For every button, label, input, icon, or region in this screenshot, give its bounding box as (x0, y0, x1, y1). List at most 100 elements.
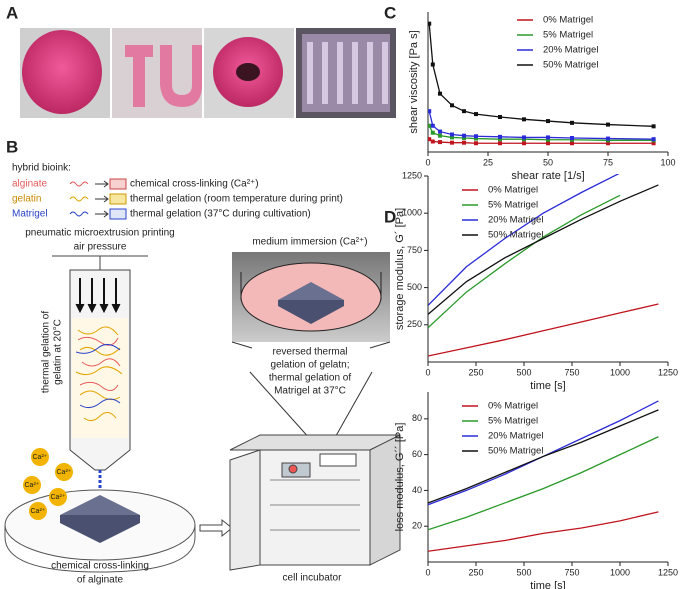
x-axis-title: shear rate [1/s] (511, 170, 584, 182)
ion: Ca²⁺ (57, 469, 72, 476)
marker (438, 140, 442, 145)
panel-label: D (384, 207, 396, 226)
marker (438, 129, 442, 134)
legend-label: 5% Matrigel (488, 416, 538, 427)
x-tick-label: 750 (564, 367, 579, 377)
marker (428, 21, 432, 26)
marker (546, 135, 550, 140)
petri-dish (4, 489, 196, 573)
marker (438, 133, 442, 138)
series-line (428, 23, 654, 127)
x-axis-title: time [s] (530, 380, 565, 392)
marker (430, 130, 435, 135)
marker (474, 134, 478, 139)
marker (498, 134, 502, 139)
panel-label: C (384, 3, 396, 22)
y-axis-title: shear viscosity [Pa s] (408, 30, 420, 133)
x-axis-title: time [s] (530, 580, 565, 589)
bioink-legend: alginate gelatin Matrigel chemical cross… (12, 178, 343, 220)
bioink-heading: hybrid bioink: (12, 163, 71, 174)
marker (428, 109, 432, 114)
ion: Ca²⁺ (33, 454, 48, 461)
marker (570, 136, 574, 140)
y-tick-label: 500 (407, 282, 422, 292)
y-axis-title: loss modulus, G´´ [Pa] (394, 423, 406, 532)
x-tick-label: 100 (660, 157, 675, 167)
process: chemical cross-linking (Ca²⁺) (130, 179, 259, 190)
legend-label: 0% Matrigel (543, 15, 593, 26)
y-tick-label: 250 (407, 319, 422, 329)
axes (427, 392, 668, 563)
marker (474, 136, 478, 141)
marker (522, 135, 526, 140)
marker (651, 124, 656, 129)
label: gelatin at 20°C (53, 319, 64, 385)
marker (522, 117, 526, 122)
legend-label: 0% Matrigel (488, 185, 538, 196)
marker (522, 141, 526, 146)
x-tick-label: 500 (516, 367, 531, 377)
marker (450, 103, 454, 108)
ions: Ca²⁺ Ca²⁺ Ca²⁺ Ca²⁺ Ca²⁺ (23, 448, 73, 520)
marker (546, 141, 550, 146)
label: gelation of gelatn; (271, 360, 350, 371)
plot (428, 21, 656, 146)
marker (606, 136, 610, 141)
marker (546, 119, 550, 124)
panel-label: B (6, 137, 18, 156)
marker (428, 123, 432, 128)
label: thermal gelation of (269, 373, 351, 384)
syringe (52, 255, 148, 508)
legend-label: 50% Matrigel (543, 60, 598, 71)
y-tick-label: 60 (412, 449, 422, 459)
material: Matrigel (12, 209, 48, 220)
arrow (199, 518, 233, 538)
material: gelatin (12, 194, 41, 205)
marker (498, 115, 502, 119)
x-tick-label: 1250 (658, 367, 678, 377)
label: thermal gelation of (41, 311, 52, 393)
legend-label: 50% Matrigel (488, 230, 543, 241)
marker (430, 139, 435, 144)
plot (428, 174, 659, 357)
x-tick-label: 0 (425, 157, 430, 167)
ion: Ca²⁺ (51, 494, 66, 501)
marker (462, 133, 466, 138)
process: thermal gelation (37°C during cultivatio… (130, 209, 311, 220)
marker (606, 141, 610, 146)
marker (651, 141, 656, 146)
x-tick-label: 1250 (658, 567, 678, 577)
y-tick-label: 750 (407, 245, 422, 255)
marker (462, 109, 466, 114)
marker (450, 135, 454, 140)
process: thermal gelation (room temperature durin… (130, 194, 343, 205)
legend-label: 0% Matrigel (488, 401, 538, 412)
y-tick-label: 80 (412, 413, 422, 423)
x-tick-label: 75 (603, 157, 613, 167)
series-line (428, 303, 659, 357)
marker (462, 140, 466, 145)
marker (430, 123, 435, 128)
x-tick-label: 1000 (610, 567, 630, 577)
marker (428, 137, 432, 142)
ion: Ca²⁺ (31, 508, 46, 515)
panel-label: A (6, 3, 18, 22)
x-tick-label: 500 (516, 567, 531, 577)
marker (651, 137, 656, 142)
material: alginate (12, 179, 47, 190)
x-tick-label: 50 (543, 157, 553, 167)
series-line (428, 436, 659, 531)
legend-label: 50% Matrigel (488, 446, 543, 457)
marker (474, 112, 478, 117)
y-tick-label: 1250 (402, 170, 422, 180)
marker (498, 141, 502, 146)
x-tick-label: 250 (468, 367, 483, 377)
marker (462, 136, 466, 140)
y-tick-label: 40 (412, 485, 422, 495)
marker (570, 141, 574, 146)
label: air pressure (74, 242, 127, 253)
marker (606, 122, 610, 127)
label: of alginate (77, 575, 124, 586)
y-tick-label: 20 (412, 521, 422, 531)
series-line (428, 194, 621, 329)
